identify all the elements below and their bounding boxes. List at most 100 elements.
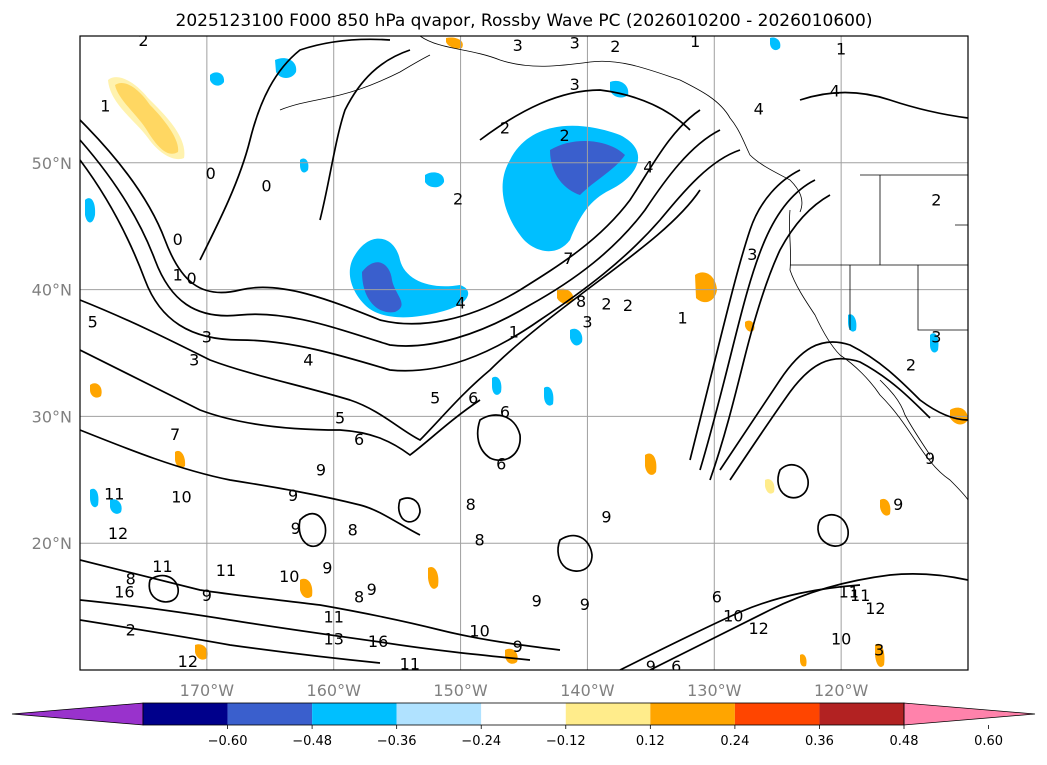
contour-label: 11 [839, 582, 859, 601]
contour-label: 3 [202, 328, 212, 347]
lon-tick-label: 140°W [560, 681, 615, 700]
contour-label: 0 [173, 230, 183, 249]
shaded-anomaly-areas [85, 37, 968, 667]
contour-label: 7 [170, 425, 180, 444]
lon-tick-label: 160°W [307, 681, 362, 700]
contour-label: 4 [303, 350, 313, 369]
contour-label: 0 [187, 269, 197, 288]
lat-tick-label: 20°N [32, 534, 72, 553]
contour-label: 2 [906, 355, 916, 374]
contour-label: 10 [279, 567, 299, 586]
contour-label: 1 [690, 32, 700, 51]
colorbar-tick-label: 0.48 [890, 734, 919, 749]
contour-label: 8 [475, 530, 485, 549]
contour-label: 6 [500, 402, 510, 421]
colorbar-bin [396, 703, 482, 725]
contour-label: 4 [830, 82, 840, 101]
contour-label: 10 [469, 622, 489, 641]
colorbar-tick-label: −0.24 [461, 734, 501, 749]
contour-label: 2 [126, 620, 136, 639]
contour-label: 8 [466, 495, 476, 514]
colorbar-bin [481, 703, 566, 725]
contour-label: 3 [570, 75, 580, 94]
contour-label: 16 [114, 582, 134, 601]
contour-label: 2 [623, 296, 633, 315]
contour-label: 3 [874, 641, 884, 660]
contour-label: 1 [677, 308, 687, 327]
contour-label: 3 [582, 312, 592, 331]
contour-label: 12 [749, 619, 769, 638]
colorbar-extend-high [903, 702, 1036, 726]
contour-lines [80, 38, 968, 670]
contour-label: 6 [712, 587, 722, 606]
contour-label: 12 [865, 599, 885, 618]
contour-label: 5 [88, 312, 98, 331]
contour-label: 5 [430, 388, 440, 407]
contour-label: 2 [931, 191, 941, 210]
colorbar-tick-label: 0.24 [720, 734, 749, 749]
contour-label: 9 [513, 637, 523, 656]
contour-label: 9 [580, 595, 590, 614]
colorbar-bin [312, 703, 397, 725]
colorbar-tick-label: 0.36 [805, 734, 834, 749]
longitude-tick-labels: 170°W 160°W 150°W 140°W 130°W 120°W [180, 681, 869, 700]
contour-label: 12 [108, 524, 128, 543]
contour-label: 3 [931, 328, 941, 347]
contour-label: 10 [831, 629, 851, 648]
contour-label: 10 [723, 606, 743, 625]
contour-label: 11 [400, 655, 420, 674]
contour-label: 2 [601, 295, 611, 314]
colorbar-tick-label: 0.60 [974, 734, 1003, 749]
colorbar-tick-label: −0.48 [292, 734, 332, 749]
contour-label: 0 [261, 177, 271, 196]
contour-label: 9 [316, 461, 326, 480]
lat-tick-label: 40°N [32, 281, 72, 300]
contour-label: 8 [576, 292, 586, 311]
colorbar-bin [650, 703, 735, 725]
contour-label: 9 [367, 580, 377, 599]
contour-label: 11 [104, 485, 124, 504]
colorbar-bin [734, 703, 820, 725]
lat-tick-label: 50°N [32, 154, 72, 173]
coastlines [279, 36, 968, 501]
contour-label: 13 [324, 629, 344, 648]
contour-label: 10 [171, 487, 191, 506]
contour-label: 4 [455, 293, 465, 312]
contour-label: 1 [509, 322, 519, 341]
contour-label: 9 [288, 486, 298, 505]
contour-label: 7 [563, 249, 573, 268]
colorbar-tick-label: −0.36 [377, 734, 417, 749]
colorbar-tick-label: −0.12 [546, 734, 586, 749]
colorbar-bin [227, 703, 313, 725]
contour-label: 9 [322, 558, 332, 577]
contour-label: 8 [126, 570, 136, 589]
lon-tick-label: 130°W [687, 681, 742, 700]
contour-label: 2 [500, 118, 510, 137]
colorbar-frame [142, 702, 905, 726]
contour-label: 4 [754, 99, 764, 118]
contour-label: 16 [368, 632, 388, 651]
contour-label: 9 [925, 449, 935, 468]
contour-label: 1 [836, 40, 846, 59]
contour-label: 2 [560, 126, 570, 145]
contour-label: 3 [570, 33, 580, 52]
north-america-west-coastline [789, 209, 968, 501]
contour-label: 2 [138, 31, 148, 50]
contour-label: 9 [291, 519, 301, 538]
contour-label: 5 [335, 409, 345, 428]
colorbar-bin [143, 703, 228, 725]
contour-label: 8 [348, 520, 358, 539]
colorbar-bin [819, 703, 904, 725]
contour-label: 11 [216, 561, 236, 580]
colorbar-extend-low [11, 702, 144, 726]
colorbar: −0.60 −0.48 −0.36 −0.24 −0.12 0.12 0.24 0.36 0.4… [11, 702, 1036, 749]
latitude-tick-labels: 50°N 40°N 30°N 20°N [32, 154, 72, 553]
lon-tick-label: 170°W [180, 681, 235, 700]
contour-label: 8 [354, 587, 364, 606]
colorbar-tick-label: −0.60 [208, 734, 248, 749]
lon-tick-label: 120°W [814, 681, 869, 700]
figure-title: 2025123100 F000 850 hPa qvapor, Rossby W… [176, 11, 873, 31]
contour-label: 3 [747, 245, 757, 264]
